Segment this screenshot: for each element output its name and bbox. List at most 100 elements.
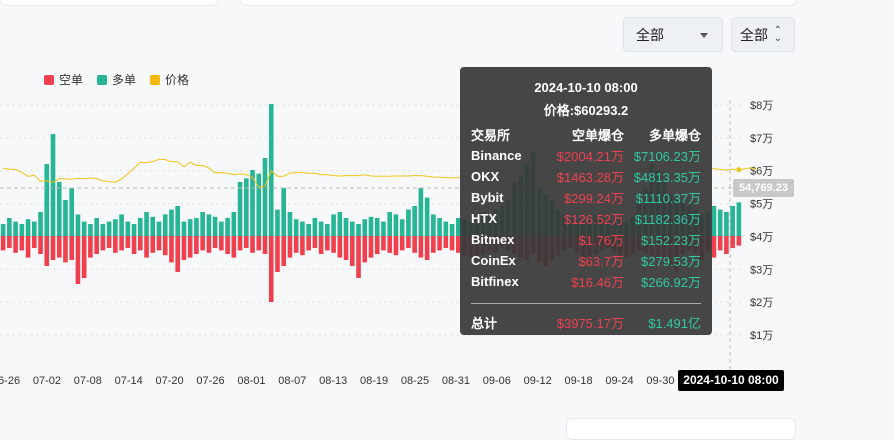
long-bar	[281, 188, 287, 236]
short-bar	[88, 236, 93, 258]
long-bar	[443, 221, 449, 236]
short-bar	[449, 236, 455, 251]
short-bar	[194, 236, 199, 254]
long-bar	[131, 224, 137, 236]
tooltip-divider	[471, 303, 701, 304]
x-tick-label: 08-07	[278, 375, 306, 387]
short-bar	[306, 236, 311, 251]
tooltip-short-value: $16.46万	[571, 275, 624, 290]
short-bar	[717, 236, 723, 251]
short-bar	[736, 236, 742, 246]
y-tick-label: $6万	[750, 166, 773, 178]
long-bar	[88, 224, 93, 236]
tooltip-row: Bybit $299.24万 $1110.37万	[471, 187, 701, 208]
short-bar	[300, 236, 305, 256]
long-bar	[237, 182, 243, 236]
x-tick-label: 08-31	[442, 375, 470, 387]
long-bar	[300, 221, 305, 236]
long-bar	[100, 224, 106, 236]
range-select[interactable]: 全部 ⌃ ⌄	[731, 17, 795, 52]
x-tick-label: 08-01	[237, 375, 265, 387]
tooltip-row: Bitmex $1.76万 $152.23万	[471, 229, 701, 250]
y-tick-label: $7万	[750, 133, 773, 145]
legend-item-short[interactable]: 空单	[44, 71, 83, 88]
short-bar	[368, 236, 374, 258]
x-tick-label: 09-24	[605, 375, 633, 387]
long-bar	[293, 219, 299, 236]
short-bar	[119, 236, 124, 251]
long-bar	[187, 219, 193, 236]
short-bar	[131, 236, 137, 254]
tooltip-row: HTX $126.52万 $1182.36万	[471, 208, 701, 229]
long-bar	[113, 219, 118, 236]
short-bar	[730, 236, 735, 248]
long-bar	[63, 200, 68, 236]
long-bar	[56, 182, 62, 236]
long-bar	[181, 221, 187, 236]
long-bar	[156, 221, 162, 236]
short-bar	[225, 236, 230, 254]
y-tick-label: $1万	[750, 330, 773, 342]
short-bar	[181, 236, 187, 260]
long-bar	[431, 214, 436, 236]
exchange-select-value: 全部	[636, 26, 664, 43]
long-bar	[455, 218, 461, 236]
short-bar	[137, 236, 143, 251]
short-bar	[144, 236, 149, 258]
legend-item-price[interactable]: 价格	[150, 71, 189, 88]
long-bar	[418, 188, 424, 236]
long-bar	[275, 209, 280, 236]
short-bar	[162, 236, 168, 256]
short-bar	[250, 236, 255, 253]
short-bar	[312, 236, 318, 248]
tooltip-price: 价格:$60293.2	[543, 103, 629, 118]
long-bar	[137, 218, 143, 236]
short-bar	[343, 236, 349, 260]
exchange-select[interactable]: 全部	[623, 17, 723, 52]
long-bar	[318, 221, 324, 236]
long-bar	[736, 202, 742, 236]
short-bar	[268, 236, 274, 302]
tooltip-exchange: HTX	[471, 211, 497, 226]
short-bar	[7, 236, 12, 248]
tooltip-long-value: $4813.35万	[633, 170, 701, 185]
long-bar	[162, 214, 168, 236]
long-bar	[125, 221, 131, 236]
short-bar	[455, 236, 461, 253]
long-bar	[337, 212, 343, 236]
tooltip-long-value: $1182.36万	[634, 212, 701, 227]
x-tick-label: 09-30	[646, 375, 674, 387]
tooltip-total-label: 总计	[471, 315, 498, 331]
tooltip-long-value: $152.23万	[641, 233, 701, 248]
short-bar	[399, 236, 405, 251]
y-tick-label: $5万	[750, 199, 773, 211]
tooltip-header-short: 空单爆仓	[571, 128, 624, 143]
tooltip-long-value: $1110.37万	[635, 191, 701, 206]
tooltip-short-value: $2004.21万	[556, 149, 624, 164]
long-bar	[356, 224, 361, 236]
long-bar	[200, 212, 205, 236]
tooltip-row: Binance $2004.21万 $7106.23万	[471, 145, 701, 166]
legend-item-long[interactable]: 多单	[97, 71, 136, 88]
tooltip-header-row: 交易所 空单爆仓 多单爆仓	[471, 124, 701, 145]
short-bar	[243, 236, 249, 248]
long-bar	[287, 212, 293, 236]
short-bar	[44, 236, 50, 266]
short-bar	[200, 236, 205, 251]
liquidation-chart: $1万 $2万 $3万 $4万 $5万 $6万 $7万 $8万 06-26 07-02 07-08 0…	[0, 100, 773, 387]
crosshair-date-readout: 2024-10-10 08:00	[678, 370, 784, 391]
long-bar	[225, 218, 230, 236]
short-bar	[237, 236, 243, 251]
range-select-value: 全部	[740, 26, 768, 43]
x-tick-label: 07-02	[33, 375, 61, 387]
chevron-down-icon	[700, 33, 708, 38]
short-bar	[69, 236, 75, 260]
long-bar	[219, 221, 224, 236]
short-bar	[38, 236, 43, 254]
tooltip-exchange: OKX	[471, 169, 500, 184]
short-bar	[175, 236, 181, 272]
tooltip-short-value: $126.52万	[564, 212, 624, 227]
price-point	[736, 167, 742, 173]
long-bar	[399, 219, 405, 236]
tooltip-header-exchange: 交易所	[471, 128, 511, 143]
